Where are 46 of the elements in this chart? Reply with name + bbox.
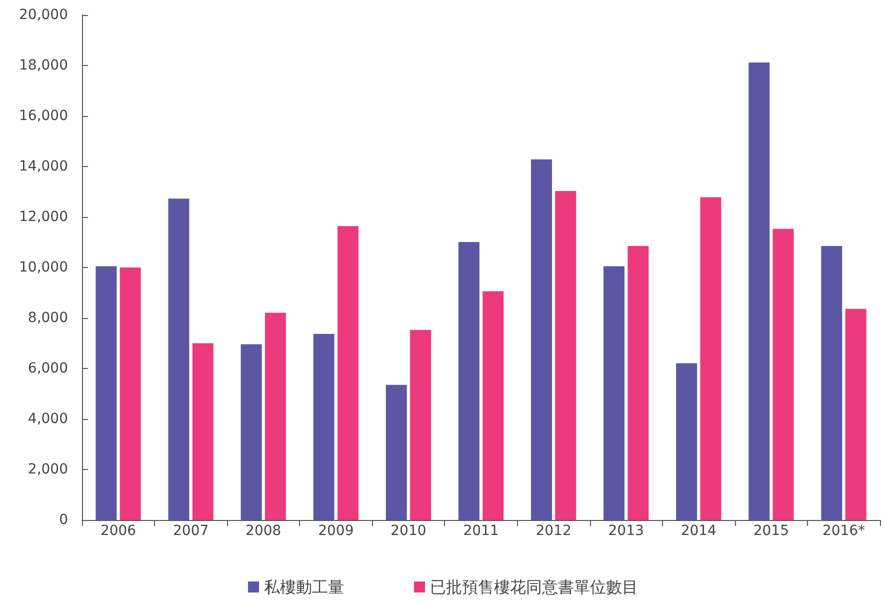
- bar: [748, 62, 770, 520]
- x-tick-label: 2014: [680, 523, 717, 539]
- bar: [168, 198, 190, 520]
- bar: [604, 266, 625, 520]
- bar: [192, 343, 214, 520]
- y-tick-label: 18,000: [19, 58, 68, 74]
- bar: [628, 246, 649, 520]
- bar: [821, 246, 842, 520]
- bar: [120, 268, 141, 520]
- bar: [410, 330, 432, 520]
- y-tick-label: 20,000: [19, 7, 68, 23]
- y-tick-label: 2,000: [28, 462, 68, 478]
- x-tick-label: 2009: [318, 523, 354, 539]
- bar: [313, 334, 334, 520]
- x-tick-label: 2016*: [822, 523, 866, 539]
- x-tick-label: 2011: [463, 523, 499, 539]
- x-tick-label: 2015: [753, 523, 789, 539]
- y-tick-label: 4,000: [28, 411, 68, 427]
- bar: [530, 159, 552, 520]
- bar: [337, 226, 358, 520]
- y-tick-label: 8,000: [28, 310, 68, 326]
- bar: [676, 363, 698, 520]
- bar: [240, 344, 262, 520]
- bar: [482, 291, 504, 520]
- x-tick-label: 2013: [608, 523, 644, 539]
- y-tick-label: 6,000: [28, 360, 68, 376]
- y-tick-label: 10,000: [19, 260, 68, 276]
- x-tick-label: 2006: [100, 523, 136, 539]
- y-tick-label: 0: [59, 512, 68, 528]
- bar: [96, 266, 117, 520]
- bar: [386, 384, 407, 520]
- bar: [555, 190, 576, 520]
- y-tick-label: 14,000: [19, 158, 68, 174]
- x-tick-label: 2012: [536, 523, 572, 539]
- bar: [264, 312, 286, 520]
- x-tick-label: 2010: [390, 523, 426, 539]
- bar: [458, 242, 480, 520]
- bar: [772, 228, 794, 520]
- y-tick-label: 16,000: [19, 108, 68, 124]
- legend-label: 已批預售樓花同意書單位數目: [430, 578, 638, 596]
- bar: [700, 197, 722, 520]
- x-tick-label: 2007: [173, 523, 209, 539]
- y-tick-label: 12,000: [19, 209, 68, 225]
- bar: [845, 308, 866, 520]
- x-tick-label: 2008: [246, 523, 282, 539]
- legend-label: 私樓動工量: [264, 578, 344, 596]
